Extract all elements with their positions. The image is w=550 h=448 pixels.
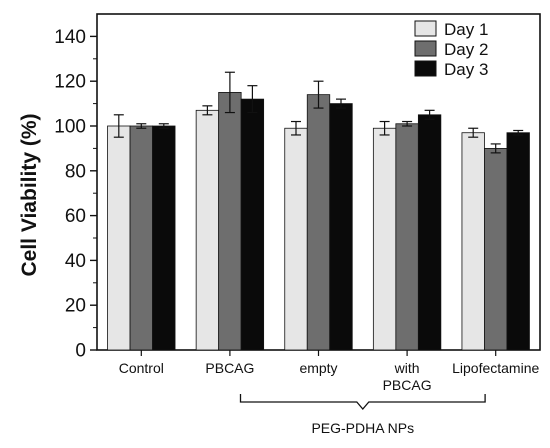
y-tick-label: 100 — [54, 117, 86, 138]
bar — [129, 125, 153, 351]
x-tick-label: Control — [119, 360, 164, 376]
legend-label: Day 3 — [444, 60, 488, 79]
legend-swatch — [414, 60, 437, 77]
bar — [240, 98, 265, 351]
bar — [484, 147, 508, 351]
legend-swatch — [414, 40, 437, 57]
bar — [195, 109, 220, 351]
bar — [107, 125, 131, 351]
group-bracket-label: PEG-PDHA NPs — [311, 420, 414, 436]
x-tick-label: PBCAG — [205, 360, 254, 376]
y-tick-label: 120 — [54, 72, 86, 93]
x-tick-label: PBCAG — [383, 377, 432, 393]
y-tick-label: 140 — [54, 27, 86, 48]
y-tick-label: 60 — [65, 206, 86, 227]
legend-label: Day 2 — [444, 40, 488, 59]
y-tick-label: 80 — [65, 161, 86, 182]
legend-swatch — [414, 20, 437, 37]
x-tick-label: with — [394, 360, 420, 376]
group-bracket — [239, 394, 486, 410]
bar — [417, 114, 442, 351]
x-tick-label: Lipofectamine — [452, 360, 539, 376]
bar — [395, 123, 419, 351]
y-tick-label: 20 — [65, 296, 86, 317]
bar — [329, 103, 353, 351]
y-tick-label: 0 — [75, 341, 86, 362]
bar — [506, 132, 530, 351]
bar — [306, 94, 331, 351]
x-tick-label: empty — [299, 360, 337, 376]
y-tick-label: 40 — [65, 251, 86, 272]
y-axis-label: Cell Viability (%) — [18, 114, 41, 277]
bar — [218, 92, 242, 351]
bar — [372, 127, 397, 351]
bar — [461, 132, 485, 351]
legend-label: Day 1 — [444, 20, 488, 39]
bar — [152, 125, 176, 351]
bar — [284, 127, 308, 351]
